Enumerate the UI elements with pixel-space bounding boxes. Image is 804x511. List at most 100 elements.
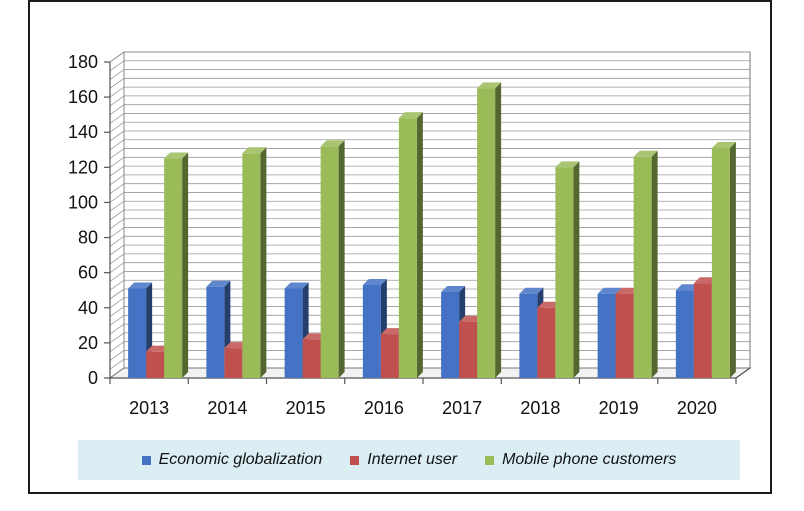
gridline — [109, 209, 125, 221]
bar-top — [320, 140, 345, 147]
gridline — [109, 51, 125, 63]
bar-top — [711, 142, 736, 149]
bar-front — [459, 321, 478, 378]
y-tick-label: 100 — [68, 192, 98, 212]
bar-side — [573, 161, 580, 378]
bar-front — [242, 153, 261, 378]
gridline — [109, 271, 125, 282]
x-tick-label: 2013 — [129, 398, 169, 418]
y-tick-label: 60 — [78, 263, 98, 283]
gridline — [109, 200, 125, 212]
gridline — [109, 244, 125, 256]
bar-top — [477, 82, 502, 89]
bar-top — [242, 147, 267, 154]
bar-front — [693, 283, 712, 378]
y-tick-label: 40 — [78, 298, 98, 318]
gridline — [109, 113, 125, 124]
bar-top — [519, 287, 544, 294]
bar-mobile-phone-customers-2014 — [242, 147, 267, 378]
gridline — [109, 104, 125, 115]
gridline — [109, 192, 125, 203]
bar-front — [597, 293, 616, 378]
x-tick-label: 2015 — [286, 398, 326, 418]
gridline — [109, 139, 125, 151]
gridline — [109, 279, 125, 291]
gridline — [109, 227, 125, 238]
bar-front — [362, 284, 381, 378]
legend-item-economic-globalization: Economic globalization — [141, 451, 323, 469]
y-tick-label: 140 — [68, 122, 98, 142]
bar-front — [224, 348, 243, 378]
bar-top — [362, 278, 387, 285]
legend-label: Internet user — [367, 451, 458, 468]
bar-mobile-phone-customers-2015 — [320, 140, 345, 378]
bar-front — [711, 148, 730, 378]
gridline — [109, 350, 125, 361]
bar-front — [633, 156, 652, 378]
bar-mobile-phone-customers-2016 — [398, 112, 423, 378]
gridline — [109, 157, 125, 168]
bar-top — [164, 152, 189, 159]
legend-label: Economic globalization — [158, 451, 323, 468]
gridline — [109, 86, 125, 98]
bar-side — [260, 147, 267, 378]
bar-side — [651, 150, 658, 378]
bar-front — [555, 167, 574, 378]
bar-front — [128, 288, 147, 378]
legend-item-internet-user: Internet user — [350, 451, 457, 469]
bar-top — [398, 112, 423, 119]
gridline — [109, 341, 125, 352]
bar-mobile-phone-customers-2019 — [633, 150, 658, 378]
y-tick-label: 120 — [68, 157, 98, 177]
y-tick-label: 20 — [78, 333, 98, 353]
y-tick-label: 180 — [68, 52, 98, 72]
bar-top — [597, 287, 622, 294]
legend-item-mobile-phone-customers: Mobile phone customers — [485, 451, 676, 469]
y-tick-label: 160 — [68, 87, 98, 107]
gridline — [109, 121, 125, 133]
bar-top — [441, 285, 466, 292]
gridline — [109, 218, 125, 230]
bar-front — [477, 88, 496, 378]
bar-front — [284, 288, 303, 378]
bar-front — [537, 307, 556, 378]
x-tick-label: 2017 — [442, 398, 482, 418]
bar-top — [555, 161, 580, 168]
x-tick-label: 2019 — [599, 398, 639, 418]
bar-front — [398, 118, 417, 378]
bar-top — [206, 280, 231, 287]
bar-front — [302, 339, 321, 378]
x-axis-depth-edge — [735, 367, 751, 379]
bar-front — [164, 158, 183, 378]
legend-label: Mobile phone customers — [502, 451, 677, 468]
y-tick-label: 80 — [78, 228, 98, 248]
gridline — [109, 174, 125, 186]
gridline — [109, 297, 125, 309]
gridline — [109, 69, 125, 80]
legend-swatch — [350, 455, 360, 465]
y-tick-label: 0 — [88, 368, 98, 388]
chart-legend: Economic globalization Internet user Mobil… — [78, 440, 740, 480]
bar-top — [128, 282, 153, 289]
legend-swatch — [485, 455, 495, 465]
bar-mobile-phone-customers-2013 — [164, 152, 189, 378]
gridline — [109, 358, 125, 370]
gridline — [109, 165, 125, 177]
gridline — [109, 288, 125, 300]
bar-front — [441, 291, 460, 378]
gridline — [109, 262, 125, 273]
x-tick-label: 2018 — [520, 398, 560, 418]
gridline — [109, 78, 125, 89]
legend-swatch — [141, 455, 151, 465]
gridline — [109, 95, 125, 107]
bar-side — [495, 82, 502, 378]
x-tick-label: 2014 — [207, 398, 247, 418]
bar-side — [729, 142, 736, 378]
bar-top — [633, 150, 658, 157]
bar-side — [416, 112, 423, 378]
gridline — [109, 306, 125, 317]
bar-mobile-phone-customers-2020 — [711, 142, 736, 378]
gridline — [109, 253, 125, 265]
bar-front — [615, 293, 634, 378]
bar-side — [182, 152, 189, 378]
